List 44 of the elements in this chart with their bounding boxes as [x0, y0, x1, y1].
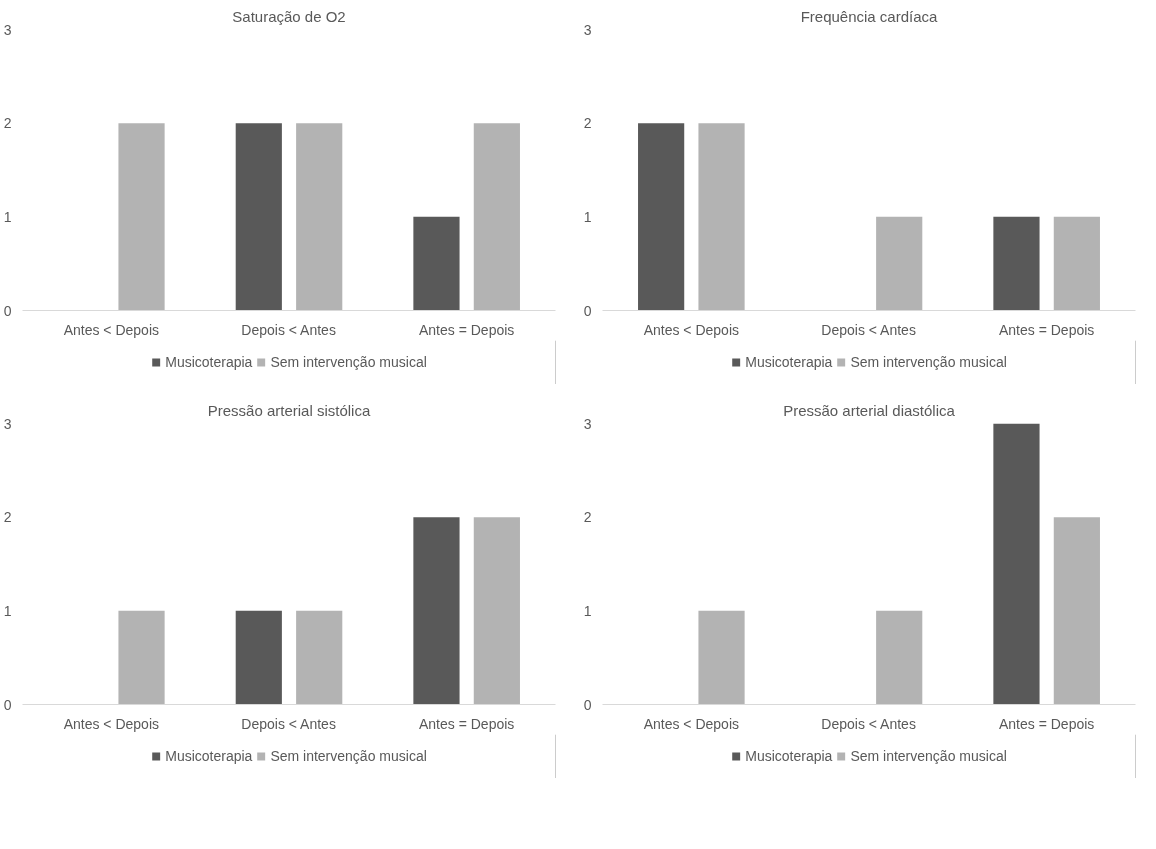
chart-title: Saturação de O2 [232, 7, 346, 25]
legend-label: Musicoterapia [745, 748, 833, 764]
legend-label: Sem intervenção musical [850, 354, 1007, 370]
legend-label: Sem intervenção musical [850, 748, 1007, 764]
bar [1053, 517, 1100, 705]
y-tick-label: 2 [3, 115, 12, 132]
legend-label: Musicoterapia [745, 354, 833, 370]
y-tick-label: 0 [3, 302, 12, 319]
bar [876, 610, 923, 705]
legend-label: Sem intervenção musical [270, 748, 427, 764]
y-tick-label: 0 [3, 696, 12, 713]
y-tick-label: 1 [3, 602, 12, 619]
y-tick-label: 3 [3, 21, 12, 38]
x-tick-label: Depois < Antes [241, 321, 336, 338]
y-tick-label: 1 [583, 602, 592, 619]
legend-label: Sem intervenção musical [270, 354, 427, 370]
x-tick-label: Antes = Depois [999, 321, 1095, 338]
y-tick-label: 3 [3, 415, 12, 432]
x-tick-label: Antes < Depois [643, 321, 740, 338]
y-tick-label: 3 [583, 21, 592, 38]
chart-title: Frequência cardíaca [800, 7, 939, 25]
legend-label: Musicoterapia [165, 354, 253, 370]
y-tick-label: 2 [3, 509, 12, 526]
y-tick-label: 0 [583, 302, 592, 319]
x-tick-label: Depois < Antes [821, 715, 916, 732]
y-tick-label: 2 [583, 509, 592, 526]
y-tick-label: 3 [583, 415, 592, 432]
y-tick-label: 2 [583, 115, 592, 132]
x-tick-label: Antes = Depois [419, 321, 515, 338]
x-tick-label: Antes < Depois [643, 715, 740, 732]
legend-label: Musicoterapia [165, 748, 253, 764]
x-tick-label: Depois < Antes [821, 321, 916, 338]
y-tick-label: 1 [3, 208, 12, 225]
y-tick-label: 1 [583, 208, 592, 225]
x-tick-label: Depois < Antes [241, 715, 336, 732]
chart-title: Pressão arterial diastólica [783, 401, 956, 419]
bar [698, 610, 745, 705]
y-tick-label: 0 [583, 696, 592, 713]
x-tick-label: Antes < Depois [63, 715, 160, 732]
chart-title: Pressão arterial sistólica [207, 401, 371, 419]
x-tick-label: Antes = Depois [419, 715, 515, 732]
x-tick-label: Antes = Depois [999, 715, 1095, 732]
x-tick-label: Antes < Depois [63, 321, 160, 338]
bar [993, 423, 1040, 705]
